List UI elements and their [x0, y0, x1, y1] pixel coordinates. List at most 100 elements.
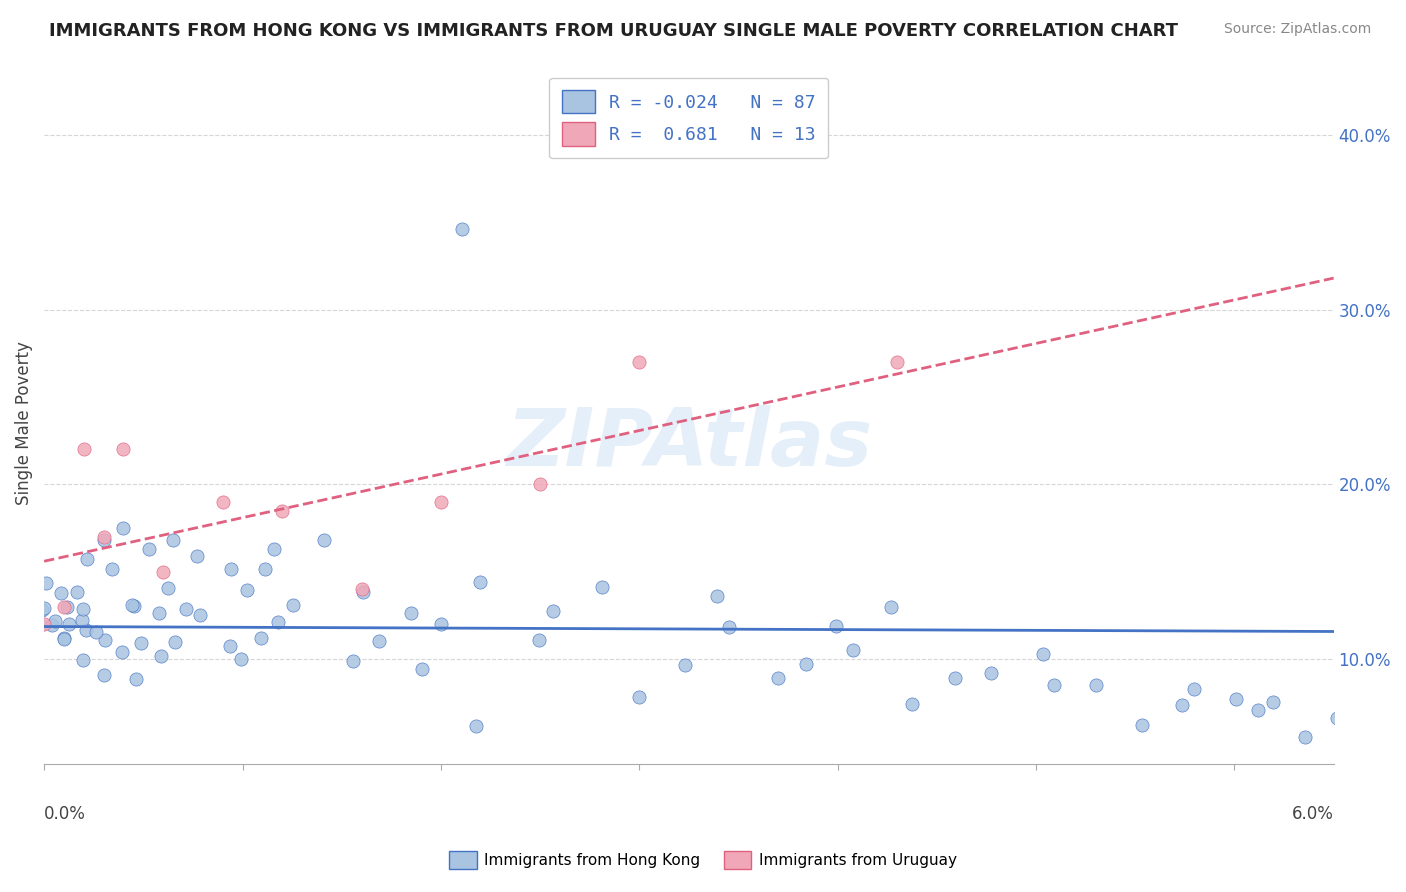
- Point: [1171, 698, 1194, 713]
- Point: [31, 603, 53, 617]
- Point: [451, 222, 474, 236]
- Point: [706, 589, 728, 603]
- Point: [824, 619, 846, 633]
- Point: [186, 549, 208, 564]
- Point: [93, 668, 115, 682]
- Point: [58, 617, 80, 632]
- Point: [281, 599, 304, 613]
- Point: [93, 533, 115, 547]
- Point: [152, 565, 174, 579]
- Point: [529, 477, 551, 491]
- Point: [1032, 647, 1054, 661]
- Point: [121, 599, 143, 613]
- Point: [591, 580, 613, 594]
- Point: [148, 607, 170, 621]
- Point: [399, 606, 422, 620]
- Point: [267, 615, 290, 630]
- Text: Source: ZipAtlas.com: Source: ZipAtlas.com: [1223, 22, 1371, 37]
- Point: [44, 614, 66, 628]
- Point: [1225, 692, 1247, 706]
- Point: [367, 633, 389, 648]
- Point: [84, 624, 107, 639]
- Point: [886, 355, 908, 369]
- Point: [112, 521, 135, 535]
- Point: [72, 652, 94, 666]
- Point: [72, 601, 94, 615]
- Point: [219, 640, 242, 654]
- Point: [235, 582, 257, 597]
- Point: [52, 599, 75, 614]
- Point: [430, 495, 453, 509]
- Point: [766, 671, 789, 685]
- Point: [271, 503, 294, 517]
- Point: [1132, 718, 1154, 732]
- Point: [312, 533, 335, 548]
- Point: [101, 562, 124, 576]
- Point: [527, 632, 550, 647]
- Point: [1326, 711, 1348, 725]
- Point: [32, 601, 55, 615]
- Point: [138, 541, 160, 556]
- Point: [342, 654, 364, 668]
- Point: [75, 623, 97, 637]
- Point: [796, 657, 818, 671]
- Point: [1263, 695, 1285, 709]
- Point: [129, 636, 152, 650]
- Point: [52, 632, 75, 646]
- Point: [627, 690, 650, 704]
- Point: [163, 634, 186, 648]
- Point: [35, 575, 58, 590]
- Point: [1294, 730, 1316, 744]
- Point: [842, 643, 865, 657]
- Point: [673, 658, 696, 673]
- Point: [263, 542, 285, 557]
- Point: [52, 632, 75, 646]
- Point: [250, 631, 273, 645]
- Point: [65, 585, 87, 599]
- Legend: Immigrants from Hong Kong, Immigrants from Uruguay: Immigrants from Hong Kong, Immigrants fr…: [443, 845, 963, 875]
- Point: [943, 671, 966, 685]
- Point: [1085, 678, 1108, 692]
- Point: [110, 645, 132, 659]
- Point: [72, 613, 94, 627]
- Point: [94, 632, 117, 647]
- Point: [541, 604, 564, 618]
- Point: [125, 672, 148, 686]
- Point: [221, 561, 243, 575]
- Point: [465, 719, 488, 733]
- Point: [352, 585, 374, 599]
- Point: [1043, 678, 1066, 692]
- Point: [1182, 682, 1205, 697]
- Text: ZIPAtlas: ZIPAtlas: [506, 405, 872, 483]
- Point: [41, 618, 63, 632]
- Point: [628, 355, 651, 369]
- Point: [901, 697, 924, 711]
- Point: [188, 608, 211, 623]
- Point: [430, 616, 453, 631]
- Point: [157, 582, 180, 596]
- Text: 0.0%: 0.0%: [44, 805, 86, 823]
- Point: [350, 582, 373, 597]
- Point: [73, 442, 96, 457]
- Point: [211, 495, 233, 509]
- Point: [254, 562, 277, 576]
- Text: 6.0%: 6.0%: [1292, 805, 1334, 823]
- Point: [32, 617, 55, 632]
- Point: [93, 530, 115, 544]
- Point: [880, 599, 903, 614]
- Point: [718, 620, 741, 634]
- Point: [122, 599, 145, 613]
- Point: [30, 618, 52, 632]
- Y-axis label: Single Male Poverty: Single Male Poverty: [15, 342, 32, 505]
- Point: [56, 600, 79, 615]
- Point: [162, 533, 184, 548]
- Point: [979, 666, 1001, 681]
- Point: [411, 662, 433, 676]
- Legend: R = -0.024   N = 87, R =  0.681   N = 13: R = -0.024 N = 87, R = 0.681 N = 13: [550, 78, 828, 158]
- Point: [174, 602, 197, 616]
- Point: [150, 649, 173, 664]
- Text: IMMIGRANTS FROM HONG KONG VS IMMIGRANTS FROM URUGUAY SINGLE MALE POVERTY CORRELA: IMMIGRANTS FROM HONG KONG VS IMMIGRANTS …: [49, 22, 1178, 40]
- Point: [1367, 698, 1389, 713]
- Point: [76, 552, 98, 566]
- Point: [112, 442, 135, 457]
